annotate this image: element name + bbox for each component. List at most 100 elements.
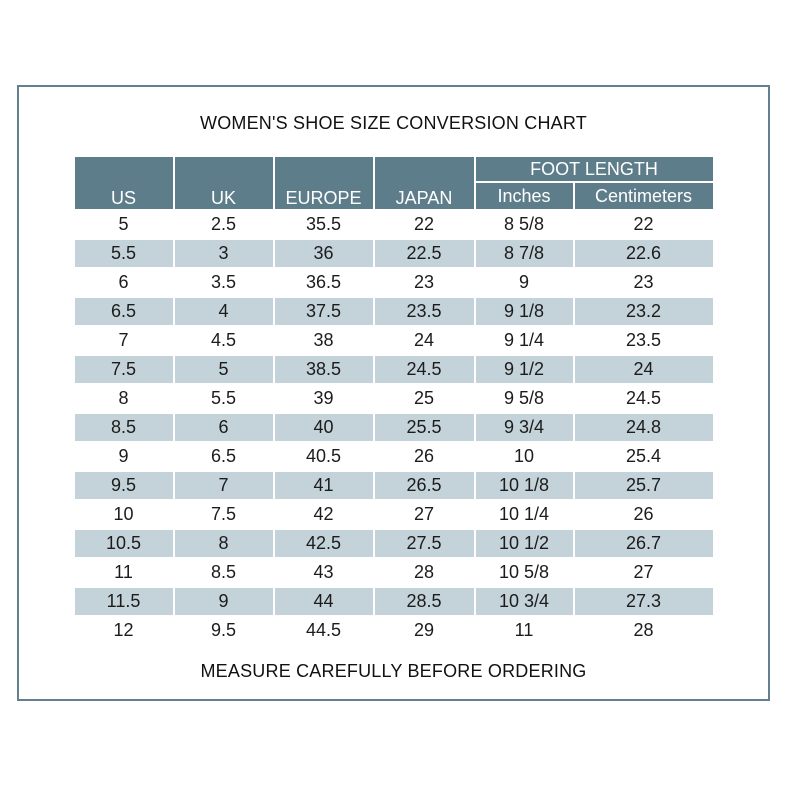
table-cell: 39 xyxy=(274,385,373,412)
table-cell: 26.7 xyxy=(574,530,713,557)
table-cell: 8 7/8 xyxy=(475,240,573,267)
table-cell: 5 xyxy=(174,356,273,383)
table-cell: 9 5/8 xyxy=(475,385,573,412)
table-cell: 9.5 xyxy=(74,472,173,499)
table-cell: 8 5/8 xyxy=(475,211,573,238)
table-cell: 10 xyxy=(74,501,173,528)
table-cell: 7.5 xyxy=(74,356,173,383)
table-cell: 8.5 xyxy=(74,414,173,441)
table-cell: 43 xyxy=(274,559,373,586)
table-cell: 10.5 xyxy=(74,530,173,557)
table-cell: 41 xyxy=(274,472,373,499)
table-cell: 3.5 xyxy=(174,269,273,296)
table-cell: 4.5 xyxy=(174,327,273,354)
table-cell: 8.5 xyxy=(174,559,273,586)
size-conversion-table: US UK EUROPE JAPAN FOOT LENGTH Inches Ce… xyxy=(73,155,715,646)
table-row: 10 7.5 42 27 10 1/4 26 xyxy=(74,501,713,528)
table-cell: 7.5 xyxy=(174,501,273,528)
table-cell: 24 xyxy=(574,356,713,383)
table-cell: 8 xyxy=(174,530,273,557)
table-cell: 36 xyxy=(274,240,373,267)
table-cell: 25 xyxy=(374,385,474,412)
table-cell: 44 xyxy=(274,588,373,615)
table-cell: 27 xyxy=(374,501,474,528)
table-cell: 9.5 xyxy=(174,617,273,644)
table-cell: 6.5 xyxy=(74,298,173,325)
table-cell: 6 xyxy=(174,414,273,441)
table-cell: 22.5 xyxy=(374,240,474,267)
table-row: 6 3.5 36.5 23 9 23 xyxy=(74,269,713,296)
table-cell: 23 xyxy=(374,269,474,296)
table-cell: 9 xyxy=(74,443,173,470)
table-cell: 5.5 xyxy=(174,385,273,412)
table-cell: 25.4 xyxy=(574,443,713,470)
table-cell: 38.5 xyxy=(274,356,373,383)
table-cell: 40 xyxy=(274,414,373,441)
table-cell: 9 1/2 xyxy=(475,356,573,383)
table-cell: 26 xyxy=(574,501,713,528)
table-cell: 42 xyxy=(274,501,373,528)
table-cell: 23.5 xyxy=(374,298,474,325)
table-cell: 7 xyxy=(174,472,273,499)
table-cell: 2.5 xyxy=(174,211,273,238)
table-cell: 25.7 xyxy=(574,472,713,499)
table-cell: 24.8 xyxy=(574,414,713,441)
table-cell: 8 xyxy=(74,385,173,412)
table-cell: 6.5 xyxy=(174,443,273,470)
header-row-sub: Inches Centimeters xyxy=(75,183,713,209)
table-cell: 25.5 xyxy=(374,414,474,441)
table-cell: 9 xyxy=(174,588,273,615)
table-row: 12 9.5 44.5 29 11 28 xyxy=(74,617,713,644)
column-header-europe: EUROPE xyxy=(274,157,373,209)
table-row: 7 4.5 38 24 9 1/4 23.5 xyxy=(74,327,713,354)
chart-frame: WOMEN'S SHOE SIZE CONVERSION CHART US UK… xyxy=(17,85,770,701)
table-cell: 10 1/8 xyxy=(475,472,573,499)
table-cell: 23 xyxy=(574,269,713,296)
table-row: 7.5 5 38.5 24.5 9 1/2 24 xyxy=(74,356,713,383)
table-cell: 3 xyxy=(174,240,273,267)
header-row-top: US UK EUROPE JAPAN FOOT LENGTH xyxy=(74,157,713,209)
table-cell: 26.5 xyxy=(374,472,474,499)
table-row: 9 6.5 40.5 26 10 25.4 xyxy=(74,443,713,470)
column-header-uk: UK xyxy=(174,157,273,209)
table-cell: 4 xyxy=(174,298,273,325)
table-cell: 6 xyxy=(74,269,173,296)
table-row: 8.5 6 40 25.5 9 3/4 24.8 xyxy=(74,414,713,441)
table-cell: 27.3 xyxy=(574,588,713,615)
table-cell: 22 xyxy=(574,211,713,238)
table-header: US UK EUROPE JAPAN FOOT LENGTH Inches Ce… xyxy=(74,157,713,209)
column-header-us: US xyxy=(74,157,173,209)
table-cell: 9 3/4 xyxy=(475,414,573,441)
table-cell: 22 xyxy=(374,211,474,238)
table-cell: 22.6 xyxy=(574,240,713,267)
table-cell: 44.5 xyxy=(274,617,373,644)
table-cell: 28 xyxy=(574,617,713,644)
table-cell: 10 1/2 xyxy=(475,530,573,557)
page-title: WOMEN'S SHOE SIZE CONVERSION CHART xyxy=(200,113,587,133)
table-cell: 10 xyxy=(475,443,573,470)
table-cell: 11.5 xyxy=(74,588,173,615)
column-header-inches: Inches xyxy=(475,183,573,209)
footer-note: MEASURE CAREFULLY BEFORE ORDERING xyxy=(200,661,587,681)
table-cell: 28.5 xyxy=(374,588,474,615)
table-cell: 5 xyxy=(74,211,173,238)
table-cell: 11 xyxy=(475,617,573,644)
table-cell: 35.5 xyxy=(274,211,373,238)
table-cell: 26 xyxy=(374,443,474,470)
table-cell: 40.5 xyxy=(274,443,373,470)
table-cell: 29 xyxy=(374,617,474,644)
table-cell: 28 xyxy=(374,559,474,586)
table-cell: 27 xyxy=(574,559,713,586)
table-cell: 10 5/8 xyxy=(475,559,573,586)
table-cell: 24 xyxy=(374,327,474,354)
table-row: 5.5 3 36 22.5 8 7/8 22.6 xyxy=(74,240,713,267)
table-cell: 9 xyxy=(475,269,573,296)
table-cell: 10 3/4 xyxy=(475,588,573,615)
column-header-japan: JAPAN xyxy=(374,157,474,209)
table-cell: 23.2 xyxy=(574,298,713,325)
table-cell: 5.5 xyxy=(74,240,173,267)
table-cell: 12 xyxy=(74,617,173,644)
column-header-centimeters: Centimeters xyxy=(574,183,713,209)
table-cell: 9 1/8 xyxy=(475,298,573,325)
